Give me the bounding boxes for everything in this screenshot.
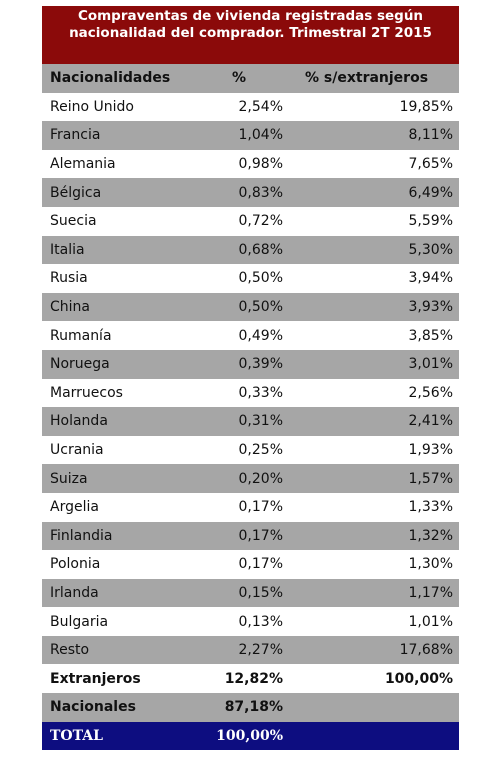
pct-cell: 0,98% xyxy=(238,156,283,173)
table-row: Italia 0,68% 5,30% xyxy=(42,235,459,265)
pct-foreigners-cell: 7,65% xyxy=(408,156,453,173)
nationality-cell: Marruecos xyxy=(50,384,123,401)
table-row: Finlandia 0,17% 1,32% xyxy=(42,521,459,551)
nationality-cell: Holanda xyxy=(50,413,108,430)
nationality-cell: Ucrania xyxy=(50,442,104,459)
table-row: Suiza 0,20% 1,57% xyxy=(42,464,459,493)
summary-pct: 12,82% xyxy=(224,670,283,687)
pct-cell: 2,27% xyxy=(238,642,283,659)
nationality-cell: China xyxy=(50,299,90,316)
pct-foreigners-cell: 5,30% xyxy=(408,241,453,258)
summary-pct-foreigners: 100,00% xyxy=(384,670,453,687)
table-row: Alemania 0,98% 7,65% xyxy=(42,149,459,179)
table-row: Resto 2,27% 17,68% xyxy=(42,635,459,665)
table-title: Compraventas de vivienda registradas seg… xyxy=(42,6,459,64)
pct-cell: 0,72% xyxy=(238,213,283,230)
nationality-cell: Francia xyxy=(50,127,101,144)
pct-foreigners-cell: 1,57% xyxy=(408,470,453,487)
pct-foreigners-cell: 1,30% xyxy=(408,556,453,573)
pct-foreigners-cell: 6,49% xyxy=(408,184,453,201)
pct-foreigners-cell: 3,93% xyxy=(408,299,453,316)
pct-foreigners-cell: 3,85% xyxy=(408,327,453,344)
pct-foreigners-cell: 2,56% xyxy=(408,384,453,401)
table-row: Holanda 0,31% 2,41% xyxy=(42,407,459,436)
nationality-cell: Polonia xyxy=(50,556,101,573)
nationality-cell: Alemania xyxy=(50,156,116,173)
nationality-cell: Argelia xyxy=(50,499,99,516)
table-row: Reino Unido 2,54% 19,85% xyxy=(42,92,459,122)
pct-foreigners-cell: 1,01% xyxy=(408,613,453,630)
pct-cell: 0,17% xyxy=(238,556,283,573)
nationality-cell: Reino Unido xyxy=(50,98,134,115)
summary-row-total: TOTAL 100,00% xyxy=(42,721,459,751)
table-row: Marruecos 0,33% 2,56% xyxy=(42,378,459,408)
table-row: Bulgaria 0,13% 1,01% xyxy=(42,607,459,636)
pct-foreigners-cell: 1,17% xyxy=(408,584,453,601)
nationality-cell: Finlandia xyxy=(50,527,113,544)
table-row: Noruega 0,39% 3,01% xyxy=(42,349,459,379)
summary-label: Extranjeros xyxy=(50,670,141,687)
header-row: Nacionalidades % % s/extranjeros xyxy=(42,64,459,93)
pct-cell: 0,68% xyxy=(238,241,283,258)
table-row: Suecia 0,72% 5,59% xyxy=(42,206,459,236)
pct-cell: 0,15% xyxy=(238,584,283,601)
pct-cell: 0,13% xyxy=(238,613,283,630)
pct-foreigners-cell: 19,85% xyxy=(399,98,453,115)
nationality-cell: Resto xyxy=(50,642,90,659)
table-row: Francia 1,04% 8,11% xyxy=(42,121,459,150)
pct-foreigners-cell: 17,68% xyxy=(399,642,453,659)
table-body: Reino Unido 2,54% 19,85% Francia 1,04% 8,11% A… xyxy=(42,92,459,751)
table-row: Rusia 0,50% 3,94% xyxy=(42,264,459,293)
nationality-cell: Bulgaria xyxy=(50,613,109,630)
nationality-cell: Suiza xyxy=(50,470,88,487)
summary-pct: 87,18% xyxy=(224,699,283,716)
table-row: Bélgica 0,83% 6,49% xyxy=(42,178,459,207)
pct-cell: 0,49% xyxy=(238,327,283,344)
pct-cell: 0,17% xyxy=(238,499,283,516)
summary-row-nationals: Nacionales 87,18% xyxy=(42,693,459,722)
nationality-cell: Suecia xyxy=(50,213,97,230)
nationality-cell: Rusia xyxy=(50,270,88,287)
header-pct: % xyxy=(232,70,247,87)
pct-foreigners-cell: 8,11% xyxy=(408,127,453,144)
summary-label: TOTAL xyxy=(50,727,103,744)
table-row: China 0,50% 3,93% xyxy=(42,292,459,322)
header-nationalities: Nacionalidades xyxy=(50,70,171,87)
pct-cell: 0,17% xyxy=(238,527,283,544)
pct-cell: 0,50% xyxy=(238,270,283,287)
nationality-cell: Bélgica xyxy=(50,184,102,201)
table-row: Irlanda 0,15% 1,17% xyxy=(42,578,459,608)
pct-foreigners-cell: 3,94% xyxy=(408,270,453,287)
nationality-table: Compraventas de vivienda registradas seg… xyxy=(42,6,459,751)
pct-foreigners-cell: 1,32% xyxy=(408,527,453,544)
pct-cell: 0,33% xyxy=(238,384,283,401)
pct-foreigners-cell: 1,33% xyxy=(408,499,453,516)
pct-cell: 0,31% xyxy=(238,413,283,430)
table-row: Rumanía 0,49% 3,85% xyxy=(42,321,459,350)
summary-pct: 100,00% xyxy=(216,727,283,744)
pct-cell: 0,83% xyxy=(238,184,283,201)
nationality-cell: Noruega xyxy=(50,356,110,373)
summary-row-foreigners: Extranjeros 12,82% 100,00% xyxy=(42,664,459,694)
pct-foreigners-cell: 3,01% xyxy=(408,356,453,373)
pct-cell: 2,54% xyxy=(238,98,283,115)
pct-foreigners-cell: 1,93% xyxy=(408,442,453,459)
pct-cell: 0,50% xyxy=(238,299,283,316)
table-row: Ucrania 0,25% 1,93% xyxy=(42,435,459,465)
pct-cell: 0,39% xyxy=(238,356,283,373)
header-pct-foreigners: % s/extranjeros xyxy=(305,70,429,87)
table-row: Argelia 0,17% 1,33% xyxy=(42,492,459,522)
nationality-cell: Italia xyxy=(50,241,85,258)
pct-cell: 0,20% xyxy=(238,470,283,487)
summary-label: Nacionales xyxy=(50,699,136,716)
nationality-cell: Rumanía xyxy=(50,327,112,344)
pct-foreigners-cell: 5,59% xyxy=(408,213,453,230)
table-row: Polonia 0,17% 1,30% xyxy=(42,550,459,579)
pct-cell: 1,04% xyxy=(238,127,283,144)
pct-foreigners-cell: 2,41% xyxy=(408,413,453,430)
nationality-cell: Irlanda xyxy=(50,584,99,601)
pct-cell: 0,25% xyxy=(238,442,283,459)
